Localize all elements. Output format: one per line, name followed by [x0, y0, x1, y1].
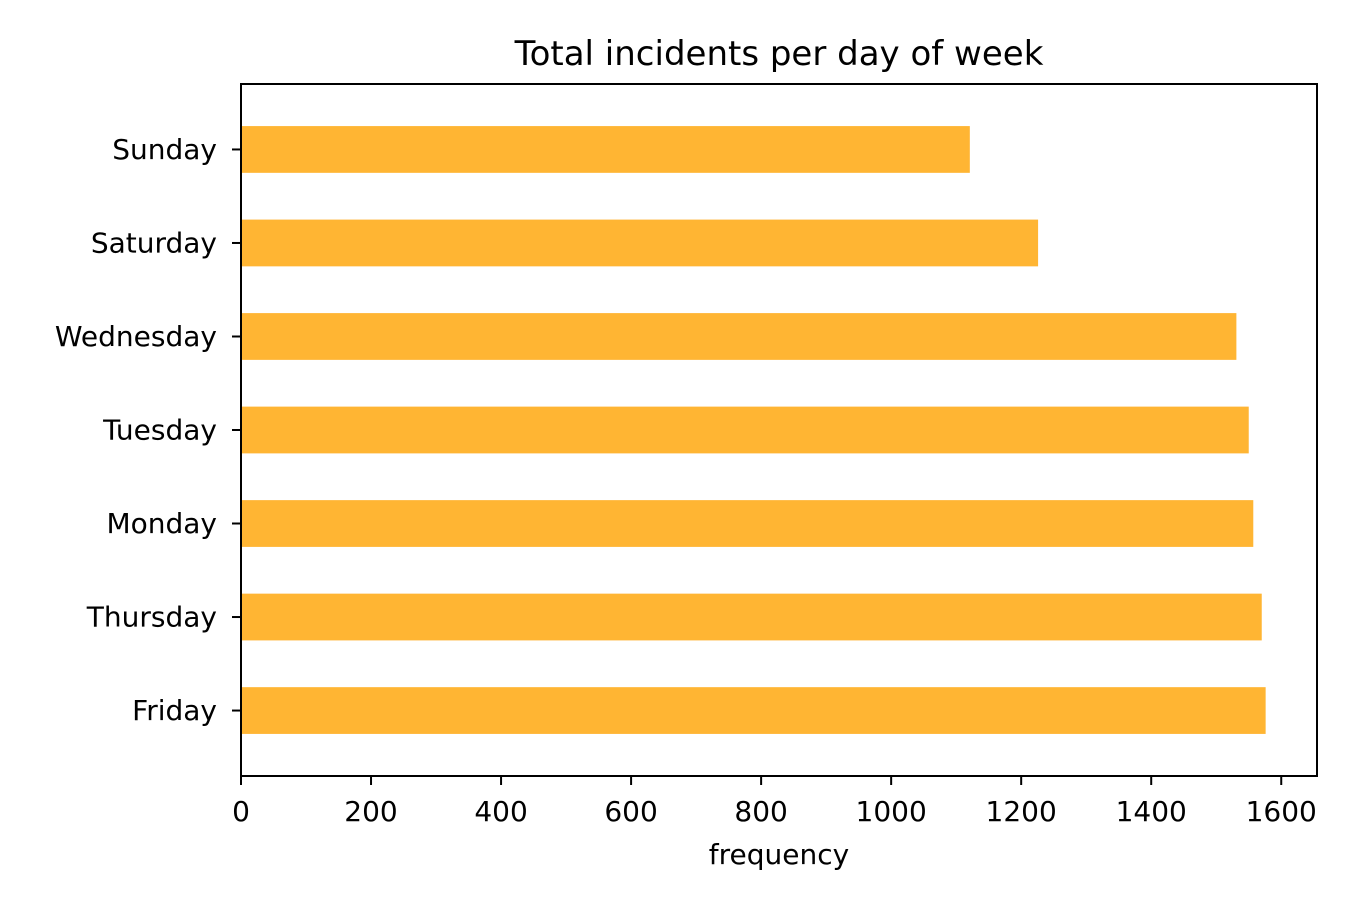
chart-title: Total incidents per day of week: [514, 34, 1044, 74]
x-tick-label-800: 800: [734, 795, 787, 828]
x-tick-label-200: 200: [344, 795, 397, 828]
y-tick-label-tuesday: Tuesday: [102, 414, 217, 447]
x-tick-label-400: 400: [474, 795, 527, 828]
bars-layer: [241, 126, 1266, 734]
x-tick-label-1200: 1200: [986, 795, 1057, 828]
bar-sunday: [241, 126, 970, 173]
x-tick-label-600: 600: [604, 795, 657, 828]
x-tick-label-1000: 1000: [856, 795, 927, 828]
x-ticks-layer: 0 200 400 600 800 1000 1200 1400 1600: [232, 776, 1317, 828]
bar-saturday: [241, 219, 1039, 267]
y-tick-label-sunday: Sunday: [112, 133, 217, 166]
bar-friday: [241, 687, 1266, 734]
y-tick-label-friday: Friday: [132, 694, 217, 727]
bar-monday: [241, 500, 1254, 547]
x-tick-label-1600: 1600: [1246, 795, 1317, 828]
y-tick-label-thursday: Thursday: [86, 601, 217, 634]
bar-thursday: [241, 593, 1262, 641]
x-tick-label-1400: 1400: [1116, 795, 1187, 828]
y-tick-label-wednesday: Wednesday: [55, 320, 217, 353]
y-tick-label-saturday: Saturday: [91, 226, 217, 259]
bar-wednesday: [241, 313, 1237, 360]
y-ticks-layer: Friday Thursday Monday Tuesday Wednesday Satu…: [55, 133, 241, 727]
x-tick-label-0: 0: [232, 795, 250, 828]
y-tick-label-monday: Monday: [106, 507, 217, 540]
bar-tuesday: [241, 406, 1249, 454]
x-axis-label: frequency: [709, 838, 849, 871]
